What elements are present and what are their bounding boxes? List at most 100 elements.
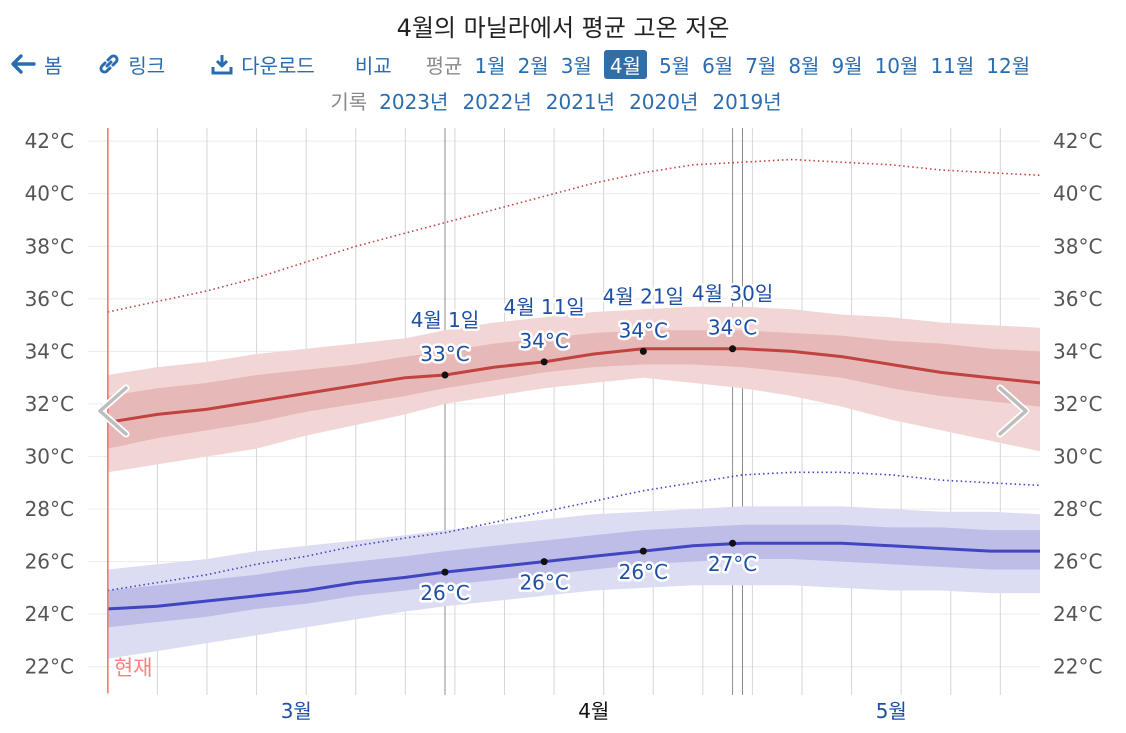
- y-axis-right: 22°C 24°C 26°C 28°C 30°C 32°C 34°C 36°C 38°C 40°C…: [1053, 129, 1102, 679]
- annotation-date-halo: 4월 11일: [503, 295, 584, 319]
- annotation-low-halo: 26°C: [519, 571, 568, 595]
- month-tab-6[interactable]: 6월: [702, 53, 734, 78]
- y-tick-label-left: 24°C: [25, 602, 74, 626]
- annotation-low-halo: 26°C: [619, 560, 668, 584]
- low-point: [639, 547, 647, 555]
- annotation-high-halo: 34°C: [619, 318, 668, 342]
- high-mean-line: [107, 347, 1041, 424]
- x-month-label: 3월: [281, 699, 312, 723]
- year-links: 2023년 2022년 2021년 2020년 2019년: [379, 86, 796, 115]
- month-tab-1[interactable]: 1월: [474, 53, 506, 78]
- month-tab-8[interactable]: 8월: [788, 53, 820, 78]
- link-icon: [99, 54, 119, 74]
- high-point: [639, 347, 647, 355]
- y-tick-label-left: 34°C: [25, 339, 74, 363]
- month-tab-7[interactable]: 7월: [745, 53, 777, 78]
- y-tick-label-right: 40°C: [1053, 182, 1102, 206]
- download-label: 다운로드: [241, 53, 315, 78]
- low-mean-line: [107, 541, 1040, 611]
- x-month-label: 4월: [578, 699, 609, 723]
- page-title: 4월의 마닐라에서 평균 고온 저온: [396, 14, 730, 42]
- month-tabs: 1월 2월 3월 4월 5월 6월 7월 8월 9월 10월 11월 12월: [474, 49, 1042, 79]
- annotation-low-halo: 27°C: [708, 552, 757, 576]
- annotation-low: 26°C: [619, 560, 668, 584]
- x-axis: 3월 4월 5월: [281, 699, 907, 723]
- month-tab-12[interactable]: 12월: [986, 53, 1031, 78]
- year-link-5[interactable]: 2019년: [712, 90, 782, 114]
- y-tick-label-left: 26°C: [25, 550, 74, 574]
- low-point: [729, 539, 737, 547]
- x-month-label: 5월: [876, 699, 907, 723]
- annotation-high-halo: 34°C: [708, 316, 757, 340]
- month-tab-5[interactable]: 5월: [658, 53, 691, 78]
- y-tick-label-left: 36°C: [25, 287, 74, 311]
- temperature-chart: 현재 22°C 24°C 26°C 28°C 30°C 32°C 34°C 36°C 38°C 4…: [25, 128, 1102, 723]
- annotation-high-halo: 34°C: [519, 329, 568, 353]
- annotation-low-halo: 26°C: [420, 581, 469, 605]
- year-link-4[interactable]: 2020년: [629, 90, 699, 114]
- y-tick-label-left: 30°C: [25, 444, 74, 468]
- chevron-right-icon[interactable]: [996, 384, 1030, 438]
- annotation-high: 34°C: [519, 329, 568, 353]
- y-tick-label-right: 26°C: [1053, 550, 1102, 574]
- download-button[interactable]: 다운로드: [211, 50, 315, 79]
- annotation-date-halo: 4월 1일: [411, 308, 480, 332]
- y-tick-label-right: 32°C: [1053, 392, 1102, 416]
- annotation-high-halo: 33°C: [420, 342, 469, 366]
- month-tab-11[interactable]: 11월: [930, 53, 975, 78]
- year-link-2[interactable]: 2022년: [462, 90, 532, 114]
- annotation-date: 4월 11일: [503, 295, 584, 319]
- annotation-date: 4월 1일: [411, 308, 480, 332]
- annotation-high: 34°C: [619, 318, 668, 342]
- low-point: [540, 558, 548, 566]
- navigation-bar: 봄 링크 다운로드 비교 평균 1월 2월 3월 4월 5월 6월 7월 8월 9월 10월 11월…: [10, 48, 1042, 80]
- year-link-1[interactable]: 2023년: [379, 90, 449, 114]
- bands: [107, 306, 1041, 659]
- high-band-inner: [107, 330, 1041, 449]
- high-point: [729, 345, 737, 353]
- annotation-low: 26°C: [420, 581, 469, 605]
- annotation-date: 4월 21일: [603, 284, 684, 308]
- month-tab-4[interactable]: 4월: [603, 49, 647, 79]
- low-record-line: [107, 471, 1041, 592]
- now-label: 현재: [114, 656, 153, 680]
- annotation-low: 27°C: [708, 552, 757, 576]
- chevron-left-icon[interactable]: [96, 384, 130, 438]
- compare-link[interactable]: 비교: [354, 53, 392, 78]
- annotation-high: 34°C: [708, 316, 757, 340]
- y-tick-label-left: 40°C: [25, 182, 74, 206]
- y-tick-label-right: 28°C: [1053, 497, 1102, 521]
- low-band-inner: [107, 524, 1041, 628]
- month-tab-3[interactable]: 3월: [560, 53, 592, 78]
- year-link-3[interactable]: 2021년: [545, 90, 616, 114]
- y-tick-label-right: 24°C: [1053, 602, 1102, 626]
- y-tick-label-right: 36°C: [1053, 287, 1102, 311]
- y-tick-label-left: 32°C: [25, 392, 74, 416]
- month-tab-10[interactable]: 10월: [874, 53, 919, 78]
- y-tick-label-left: 28°C: [25, 497, 74, 521]
- y-tick-label-right: 42°C: [1053, 129, 1102, 153]
- high-record-line: [107, 158, 1041, 313]
- y-axis-left: 22°C 24°C 26°C 28°C 30°C 32°C 34°C 36°C 38°C 40°C…: [25, 129, 74, 679]
- average-label: 평균: [425, 53, 463, 78]
- link-button[interactable]: 링크: [98, 50, 165, 79]
- download-icon: [211, 55, 233, 75]
- annotation-high: 33°C: [420, 342, 469, 366]
- spring-link[interactable]: 봄: [10, 50, 62, 79]
- series-lines: 현재: [107, 128, 1041, 693]
- y-tick-label-right: 38°C: [1053, 234, 1102, 258]
- high-point: [540, 358, 548, 366]
- arrow-left-icon: [11, 54, 36, 74]
- low-point: [441, 568, 449, 576]
- history-bar: 기록 2023년 2022년 2021년 2020년 2019년: [0, 86, 1126, 115]
- y-tick-label-left: 42°C: [25, 129, 74, 153]
- y-tick-label-right: 30°C: [1053, 444, 1102, 468]
- annotation-date: 4월 30일: [692, 282, 773, 306]
- y-tick-label-left: 38°C: [25, 234, 74, 258]
- annotation-low: 26°C: [519, 571, 568, 595]
- link-label: 링크: [128, 53, 166, 78]
- month-tab-9[interactable]: 9월: [831, 53, 863, 78]
- month-tab-2[interactable]: 2월: [517, 53, 549, 78]
- history-label: 기록: [330, 90, 368, 114]
